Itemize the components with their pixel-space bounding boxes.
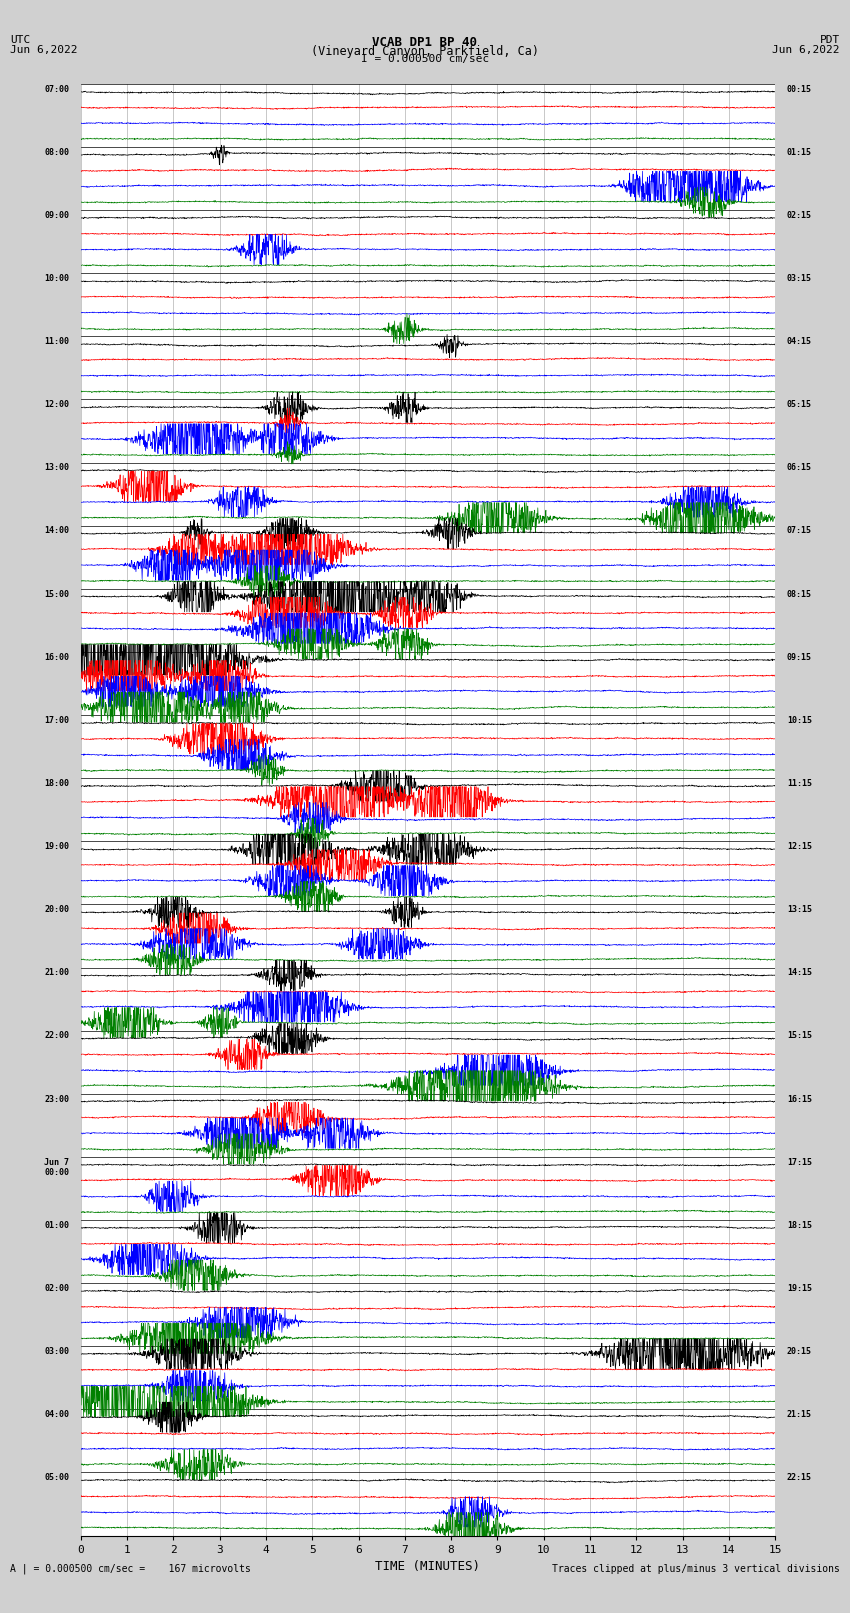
Text: 02:15: 02:15 [787,211,812,219]
Text: 22:15: 22:15 [787,1473,812,1482]
Text: 16:00: 16:00 [44,653,69,661]
Text: I = 0.000500 cm/sec: I = 0.000500 cm/sec [361,53,489,63]
Text: Jun 6,2022: Jun 6,2022 [773,45,840,55]
Text: 22:00: 22:00 [44,1031,69,1040]
Text: 09:00: 09:00 [44,211,69,219]
Text: 09:15: 09:15 [787,653,812,661]
Text: 02:00: 02:00 [44,1284,69,1294]
Text: 18:00: 18:00 [44,779,69,789]
Text: 07:00: 07:00 [44,84,69,94]
Text: 21:15: 21:15 [787,1410,812,1419]
Text: 07:15: 07:15 [787,526,812,536]
Text: 17:00: 17:00 [44,716,69,724]
X-axis label: TIME (MINUTES): TIME (MINUTES) [376,1560,480,1573]
Text: 20:00: 20:00 [44,905,69,915]
Text: 12:15: 12:15 [787,842,812,852]
Text: 13:15: 13:15 [787,905,812,915]
Text: VCAB DP1 BP 40: VCAB DP1 BP 40 [372,37,478,50]
Text: 19:15: 19:15 [787,1284,812,1294]
Text: 05:00: 05:00 [44,1473,69,1482]
Text: 14:15: 14:15 [787,968,812,977]
Text: 20:15: 20:15 [787,1347,812,1357]
Text: 15:15: 15:15 [787,1031,812,1040]
Text: 21:00: 21:00 [44,968,69,977]
Text: Traces clipped at plus/minus 3 vertical divisions: Traces clipped at plus/minus 3 vertical … [552,1565,840,1574]
Text: 03:00: 03:00 [44,1347,69,1357]
Text: 11:15: 11:15 [787,779,812,789]
Text: 13:00: 13:00 [44,463,69,473]
Text: UTC: UTC [10,35,31,45]
Text: 10:00: 10:00 [44,274,69,282]
Text: (Vineyard Canyon, Parkfield, Ca): (Vineyard Canyon, Parkfield, Ca) [311,45,539,58]
Text: 05:15: 05:15 [787,400,812,410]
Text: 23:00: 23:00 [44,1095,69,1103]
Text: Jun 7
00:00: Jun 7 00:00 [44,1158,69,1177]
Text: 03:15: 03:15 [787,274,812,282]
Text: 14:00: 14:00 [44,526,69,536]
Text: 08:15: 08:15 [787,590,812,598]
Text: 04:15: 04:15 [787,337,812,347]
Text: 00:15: 00:15 [787,84,812,94]
Text: 12:00: 12:00 [44,400,69,410]
Text: PDT: PDT [819,35,840,45]
Text: 01:15: 01:15 [787,148,812,156]
Text: 16:15: 16:15 [787,1095,812,1103]
Text: 08:00: 08:00 [44,148,69,156]
Text: 10:15: 10:15 [787,716,812,724]
Text: A | = 0.000500 cm/sec =    167 microvolts: A | = 0.000500 cm/sec = 167 microvolts [10,1563,251,1574]
Text: 06:15: 06:15 [787,463,812,473]
Text: 04:00: 04:00 [44,1410,69,1419]
Text: 17:15: 17:15 [787,1158,812,1166]
Text: 18:15: 18:15 [787,1221,812,1229]
Text: 01:00: 01:00 [44,1221,69,1229]
Text: 11:00: 11:00 [44,337,69,347]
Text: 19:00: 19:00 [44,842,69,852]
Text: Jun 6,2022: Jun 6,2022 [10,45,77,55]
Text: 15:00: 15:00 [44,590,69,598]
